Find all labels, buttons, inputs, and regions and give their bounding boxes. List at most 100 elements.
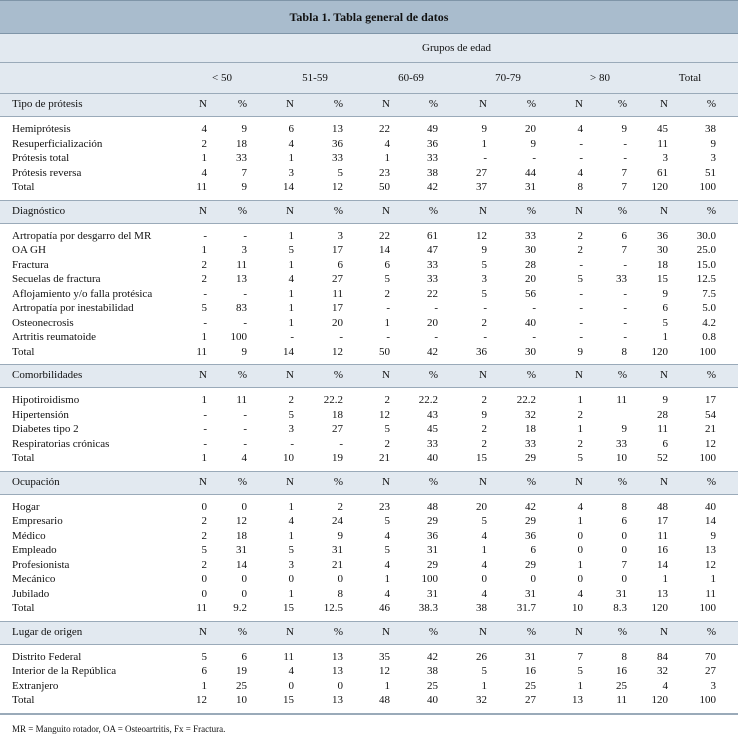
table-cell: 15	[283, 602, 294, 614]
table-cell: 27	[332, 273, 343, 285]
table-cell: -	[483, 152, 487, 164]
table-cell: 2	[201, 273, 208, 285]
table-cell: 8	[621, 345, 628, 358]
table-cell: -	[243, 423, 247, 435]
table-cell: 4	[384, 137, 391, 150]
table-cell: 7.5	[702, 287, 716, 300]
table-cell: -	[434, 302, 438, 314]
row-label: Total	[12, 602, 35, 614]
table-cell: 84	[657, 650, 668, 663]
table-cell: 3	[337, 229, 344, 242]
column-header: N	[199, 369, 207, 381]
row-label: Artropatía por inestabilidad	[12, 302, 134, 314]
table-cell: 1	[577, 679, 584, 692]
table-cell: 5	[201, 650, 208, 663]
column-header: N	[575, 98, 583, 110]
table-cell: 14	[283, 181, 294, 193]
row-label: Jubilado	[12, 587, 50, 600]
table-cell: 9	[337, 529, 344, 542]
section-title: Ocupación	[12, 475, 60, 488]
section-header: Ocupación N% N% N% N% N% N%	[0, 471, 738, 495]
row-label: Distrito Federal	[12, 650, 82, 663]
table-cell: 1	[288, 152, 295, 164]
table-cell: 20	[476, 500, 487, 513]
column-header: N	[286, 625, 294, 638]
table-cell: 15	[657, 273, 668, 285]
table-cell: 4	[288, 137, 295, 150]
table-cell: -	[483, 331, 487, 343]
column-header: %	[617, 475, 627, 488]
table-cell: -	[386, 302, 390, 314]
table-cell: -	[243, 287, 247, 300]
column-header: %	[526, 625, 536, 638]
table-cell: 23	[379, 166, 390, 179]
table-cell: 12	[705, 437, 716, 450]
table-cell: 6	[384, 258, 391, 271]
column-header: %	[617, 625, 627, 638]
table-cell: 31	[332, 544, 343, 556]
column-header: N	[575, 369, 583, 381]
table-cell: 31.7	[516, 602, 536, 614]
table-cell: 2	[201, 529, 208, 542]
table-cell: 33	[427, 437, 438, 450]
table-cell: 11	[705, 587, 716, 600]
table-cell: 33	[525, 229, 536, 242]
table-cell: 56	[525, 287, 536, 300]
table-cell: 1	[201, 244, 208, 256]
table-cell: 0	[621, 573, 628, 585]
column-header: N	[479, 369, 487, 381]
section-rows: Artropatía por desgarro del MR - -1 3 22 61 12…	[0, 224, 738, 365]
table-cell: 5	[384, 544, 391, 556]
table-cell: 9	[621, 123, 628, 135]
table-cell: 0	[288, 573, 295, 585]
table-cell: 5	[337, 166, 344, 179]
table-cell: 32	[476, 694, 487, 706]
table-cell: -	[623, 258, 627, 271]
table-cell: 0	[288, 679, 295, 692]
table-cell: 12	[196, 694, 207, 706]
table-cell: 2	[384, 394, 391, 406]
table-cell: 4.2	[702, 316, 716, 329]
table-cell: 4	[577, 123, 584, 135]
table-cell: 38	[427, 166, 438, 179]
table-cell: 1	[710, 573, 717, 585]
table-row: Interior de la República 6 19 4 13 12 38 5 16 5 16…	[0, 665, 738, 680]
column-header: N	[286, 475, 294, 488]
table-cell: 1	[288, 529, 295, 542]
table-cell: 0	[241, 500, 248, 513]
group-header-label: Grupos de edad	[422, 42, 492, 54]
table-cell: 43	[427, 408, 438, 421]
age-group-label: 60-69	[398, 72, 424, 84]
table-cell: 19	[236, 665, 247, 677]
table-cell: 12.5	[323, 602, 343, 614]
age-group-label: Total	[678, 72, 702, 84]
table-cell: 1	[662, 573, 669, 585]
table-cell: 1	[577, 515, 584, 527]
table-cell: 6	[530, 544, 537, 556]
column-header: N	[286, 98, 294, 110]
table-cell: 0	[481, 573, 488, 585]
table-cell: 33	[427, 273, 438, 285]
table-cell: 83	[236, 302, 247, 314]
table-cell: 2	[384, 287, 391, 300]
table-cell: 29	[525, 452, 536, 464]
table-cell: 30	[657, 244, 668, 256]
table-cell: 0.8	[702, 331, 716, 343]
table-cell: 9	[710, 529, 717, 542]
column-header: N	[479, 475, 487, 488]
table-cell: -	[203, 316, 207, 329]
table-cell: 1	[288, 500, 295, 513]
table-cell: 22	[427, 287, 438, 300]
table-cell: -	[243, 229, 247, 242]
table-cell: 3	[288, 166, 295, 179]
table-cell: 25	[427, 679, 438, 692]
table-cell: 4	[384, 529, 391, 542]
table-cell: 1	[384, 573, 391, 585]
column-header: N	[479, 625, 487, 638]
table-cell: 52	[657, 452, 668, 464]
table-cell: 1	[662, 331, 669, 343]
table-row: Total 11 9 14 12 50 42 37 31 8 7 120 100	[0, 181, 738, 196]
row-label: Empresario	[12, 515, 63, 527]
table-cell: 20	[525, 123, 536, 135]
